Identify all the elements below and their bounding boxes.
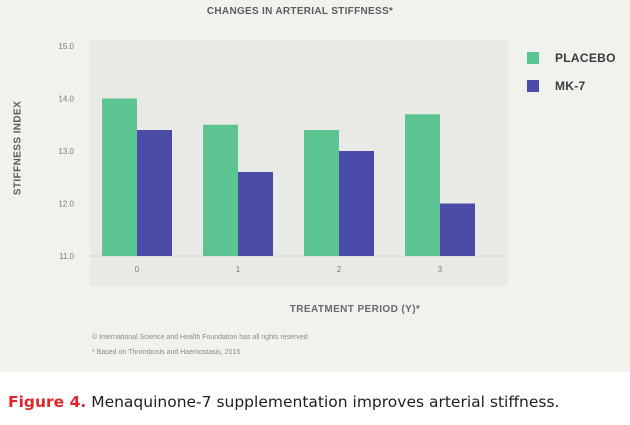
figure-caption: Figure 4. Menaquinone-7 supplementation … xyxy=(8,393,559,411)
bar-chart: 15.0 14.0 13.0 12.0 11.0 0 1 2 3 xyxy=(58,42,506,274)
x-tick-label: 1 xyxy=(236,265,241,274)
x-tick-label: 0 xyxy=(135,265,140,274)
legend-swatch-mk7 xyxy=(527,80,539,92)
y-tick-label: 13.0 xyxy=(58,147,74,156)
bar-mk7-3 xyxy=(440,203,475,256)
legend: PLACEBO MK-7 xyxy=(527,47,616,103)
bar-placebo-3 xyxy=(405,114,440,256)
legend-item-mk7: MK-7 xyxy=(527,75,616,97)
x-axis-label: TREATMENT PERIOD (Y)* xyxy=(289,304,421,315)
chart-title: CHANGES IN ARTERIAL STIFFNESS* xyxy=(206,6,394,17)
y-tick-label: 12.0 xyxy=(58,200,74,209)
legend-item-placebo: PLACEBO xyxy=(527,47,616,69)
y-tick-label: 15.0 xyxy=(58,42,74,51)
x-tick-label: 2 xyxy=(337,265,342,274)
bar-placebo-1 xyxy=(203,124,238,256)
y-tick-label: 11.0 xyxy=(59,252,75,261)
bar-mk7-2 xyxy=(339,151,374,256)
bar-placebo-2 xyxy=(304,130,339,256)
legend-label-mk7: MK-7 xyxy=(555,79,586,93)
legend-label-placebo: PLACEBO xyxy=(555,51,616,65)
bar-mk7-0 xyxy=(137,130,172,256)
copyright-note: © International Science and Health Found… xyxy=(92,334,308,341)
bar-mk7-1 xyxy=(238,172,273,256)
source-note: * Based on Thrombosis and Haemostasis, 2… xyxy=(92,349,241,356)
figure-number: Figure 4. xyxy=(8,393,87,411)
caption-text: Menaquinone-7 supplementation improves a… xyxy=(86,393,560,411)
y-axis-label: STIFFNESS INDEX xyxy=(12,100,24,196)
bar-placebo-0 xyxy=(102,98,137,256)
y-tick-label: 14.0 xyxy=(58,95,74,104)
legend-swatch-placebo xyxy=(527,52,539,64)
x-tick-label: 3 xyxy=(438,265,443,274)
